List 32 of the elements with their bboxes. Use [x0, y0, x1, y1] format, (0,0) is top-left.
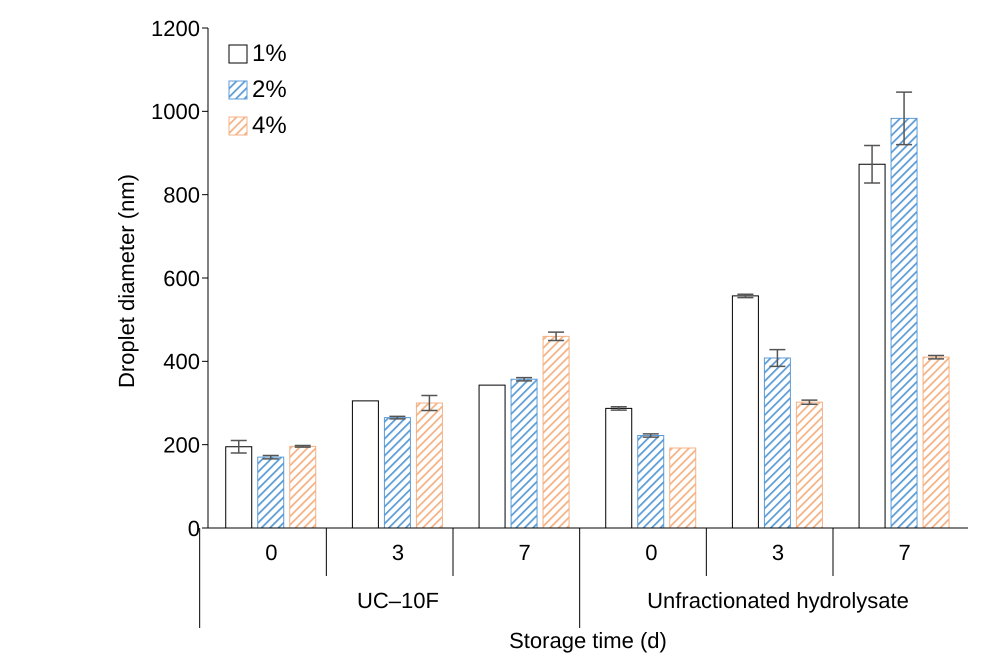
bar	[510, 378, 538, 528]
x-axis-title: Storage time (d)	[509, 628, 667, 653]
y-axis-title: Droplet diameter (nm)	[114, 174, 139, 388]
y-tick-label: 0	[188, 516, 200, 541]
text: UC–10F	[357, 588, 439, 613]
x-tick-label: 3	[772, 540, 784, 565]
legend-label: 2%	[252, 76, 287, 104]
legend-label: 4%	[252, 112, 287, 140]
x-tick-label: 7	[898, 540, 911, 565]
bar	[384, 417, 411, 528]
y-tick-label: 200	[163, 432, 200, 458]
bar	[257, 456, 284, 528]
bar	[669, 448, 696, 528]
x-tick-label: 0	[265, 540, 278, 565]
y-tick-label: 1200	[151, 16, 200, 41]
x-tick-label: 0	[645, 540, 658, 565]
bar	[289, 446, 316, 528]
bar	[542, 336, 570, 528]
bar	[922, 356, 950, 528]
bar	[796, 402, 823, 528]
bar	[764, 358, 791, 528]
x-tick-label: 3	[392, 540, 404, 565]
text: Unfractionated hydrolysate	[647, 588, 909, 613]
y-tick-label: 400	[163, 349, 200, 374]
x-tick-label: 7	[518, 540, 531, 565]
y-tick-label: 600	[163, 266, 200, 291]
legend-label: 1%	[252, 40, 287, 68]
bar	[416, 402, 443, 528]
y-tick-label: 1000	[151, 99, 200, 124]
y-tick-label: 800	[163, 182, 200, 208]
bar	[890, 118, 918, 528]
bar	[637, 435, 664, 528]
